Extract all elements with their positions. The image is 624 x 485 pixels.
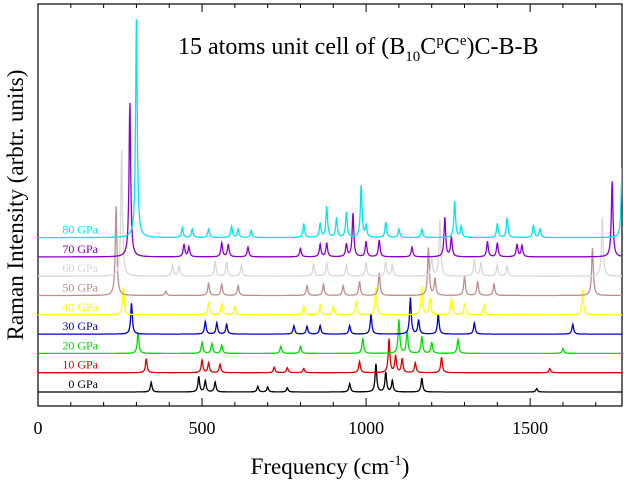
series-label: 10 GPa xyxy=(62,358,98,372)
series-label: 70 GPa xyxy=(62,242,98,256)
series-label: 30 GPa xyxy=(62,319,98,333)
x-axis-label: Frequency (cm-1) xyxy=(251,453,410,479)
series-label: 60 GPa xyxy=(62,261,98,275)
series-line-10-gpa xyxy=(38,338,622,374)
x-tick-label: 0 xyxy=(34,418,43,438)
series-line-30-gpa xyxy=(38,297,622,335)
series-label: 50 GPa xyxy=(62,281,98,295)
series-line-60-gpa xyxy=(38,150,622,277)
series-line-20-gpa xyxy=(38,319,622,355)
series-line-40-gpa xyxy=(38,286,622,316)
x-tick-label: 1500 xyxy=(512,418,548,438)
series-label: 20 GPa xyxy=(62,338,98,352)
series-label: 80 GPa xyxy=(62,223,98,237)
x-tick-label: 1000 xyxy=(348,418,384,438)
ticks-layer: 0 500 1000 1500 xyxy=(34,4,597,438)
series-layer xyxy=(38,19,622,393)
y-axis-label: Raman Intensity (arbtr. units) xyxy=(3,70,28,341)
series-label: 0 GPa xyxy=(68,377,98,391)
series-line-50-gpa xyxy=(38,205,622,297)
series-labels: 0 GPa 10 GPa 20 GPa 30 GPa 40 GPa 50 GPa 60 GP… xyxy=(62,223,98,391)
chart-title: 15 atoms unit cell of (B10CpCe)C-B-B xyxy=(178,33,539,65)
series-line-0-gpa xyxy=(38,363,622,393)
series-label: 40 GPa xyxy=(62,300,98,314)
x-tick-label: 500 xyxy=(189,418,216,438)
plot-frame xyxy=(37,3,623,407)
series-line-80-gpa xyxy=(38,19,622,239)
series-line-70-gpa xyxy=(38,102,622,258)
